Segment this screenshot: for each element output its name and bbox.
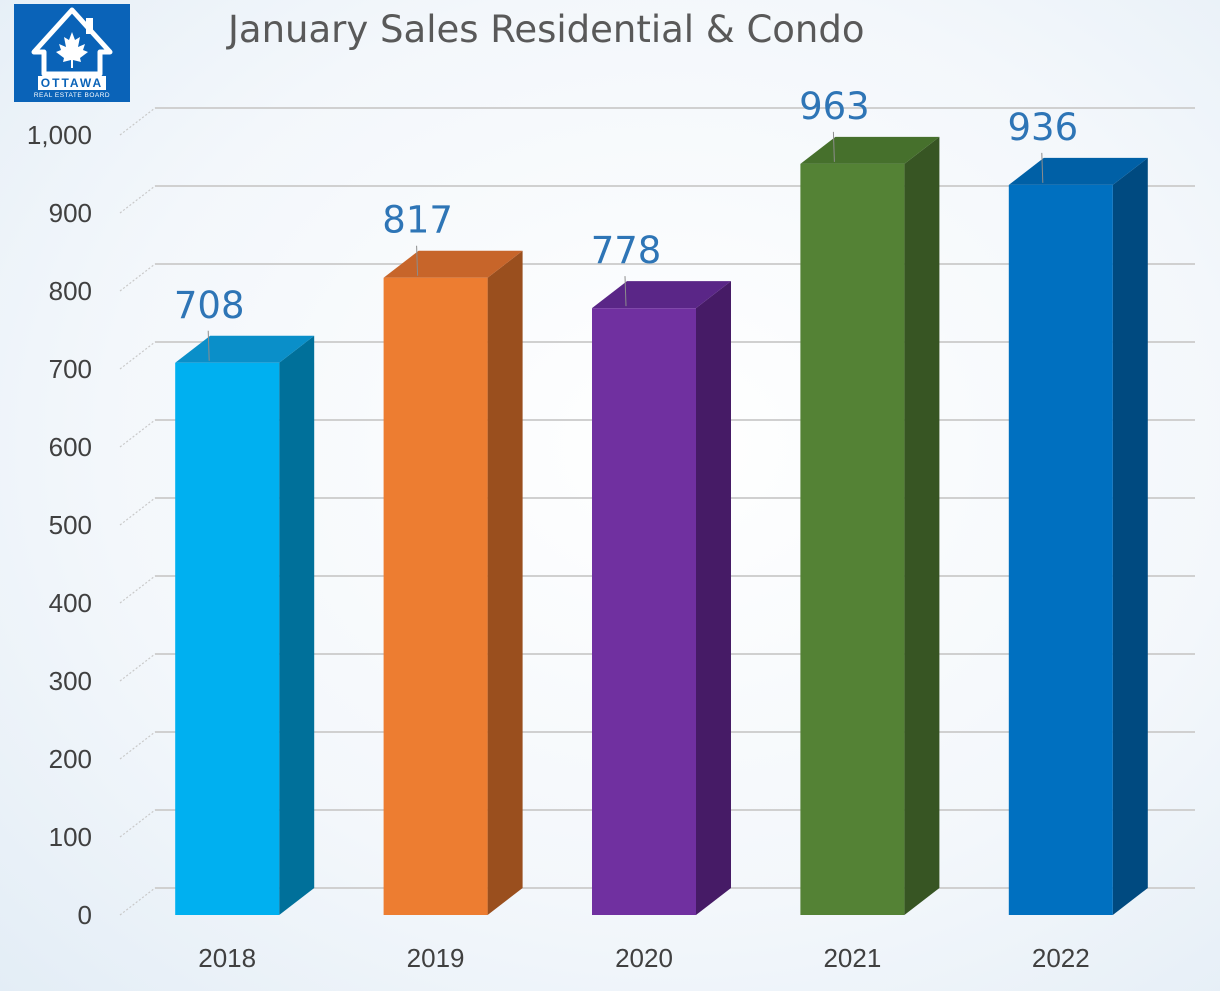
bar-side bbox=[696, 281, 731, 915]
y-tick-label: 800 bbox=[49, 276, 92, 306]
x-tick-label: 2021 bbox=[823, 943, 881, 973]
bar bbox=[175, 362, 280, 915]
bar-side bbox=[487, 250, 523, 916]
data-label-leader bbox=[416, 245, 419, 276]
y-tick-label: 600 bbox=[49, 432, 92, 462]
chart-title: January Sales Residential & Condo bbox=[228, 8, 865, 51]
x-tick-label: 2018 bbox=[198, 943, 256, 973]
gridline-depth bbox=[119, 497, 156, 526]
gridline-depth bbox=[119, 107, 156, 136]
bar bbox=[592, 308, 696, 915]
data-label-leader bbox=[832, 131, 835, 162]
gridline-depth bbox=[119, 341, 156, 370]
data-label-leader bbox=[207, 330, 210, 361]
bar bbox=[383, 277, 488, 915]
data-label: 817 bbox=[382, 199, 453, 242]
gridline-depth bbox=[119, 263, 156, 292]
bar-side bbox=[904, 136, 940, 916]
y-tick-label: 200 bbox=[49, 744, 92, 774]
data-label-leader bbox=[624, 276, 627, 307]
y-tick-label: 0 bbox=[78, 900, 92, 930]
bar-top bbox=[800, 136, 940, 164]
ottawa-real-estate-board-logo: OTTAWA REAL ESTATE BOARD bbox=[14, 4, 130, 102]
bar-top bbox=[175, 335, 315, 363]
bar-top bbox=[1008, 157, 1148, 185]
y-tick-label: 1,000 bbox=[27, 120, 92, 150]
gridline-depth bbox=[119, 653, 156, 682]
gridline-depth bbox=[119, 731, 156, 760]
gridline-depth bbox=[119, 575, 156, 604]
logo-ottawa-text: OTTAWA bbox=[14, 76, 130, 90]
data-label: 778 bbox=[591, 229, 662, 272]
x-tick-label: 2022 bbox=[1032, 943, 1090, 973]
data-label: 936 bbox=[1007, 106, 1078, 149]
y-tick-label: 700 bbox=[49, 354, 92, 384]
gridline-depth bbox=[119, 419, 156, 448]
gridline-depth bbox=[119, 185, 156, 214]
house-maple-leaf-icon bbox=[31, 7, 113, 77]
y-tick-label: 300 bbox=[49, 666, 92, 696]
gridline-depth bbox=[119, 887, 156, 916]
bar-side bbox=[279, 335, 315, 915]
bar bbox=[1008, 184, 1113, 916]
gridline-depth bbox=[119, 809, 156, 838]
data-label-leader bbox=[1041, 152, 1044, 183]
y-tick-label: 100 bbox=[49, 822, 92, 852]
bar-side bbox=[1112, 157, 1148, 916]
y-tick-label: 500 bbox=[49, 510, 92, 540]
x-tick-label: 2020 bbox=[615, 943, 673, 973]
x-tick-label: 2019 bbox=[407, 943, 465, 973]
bar-top bbox=[592, 281, 731, 309]
y-tick-label: 900 bbox=[49, 198, 92, 228]
bar bbox=[800, 163, 905, 916]
data-label: 963 bbox=[799, 85, 870, 128]
bar-top bbox=[383, 250, 523, 278]
y-tick-label: 400 bbox=[49, 588, 92, 618]
logo-subtitle-text: REAL ESTATE BOARD bbox=[33, 92, 111, 99]
data-label: 708 bbox=[174, 284, 245, 327]
